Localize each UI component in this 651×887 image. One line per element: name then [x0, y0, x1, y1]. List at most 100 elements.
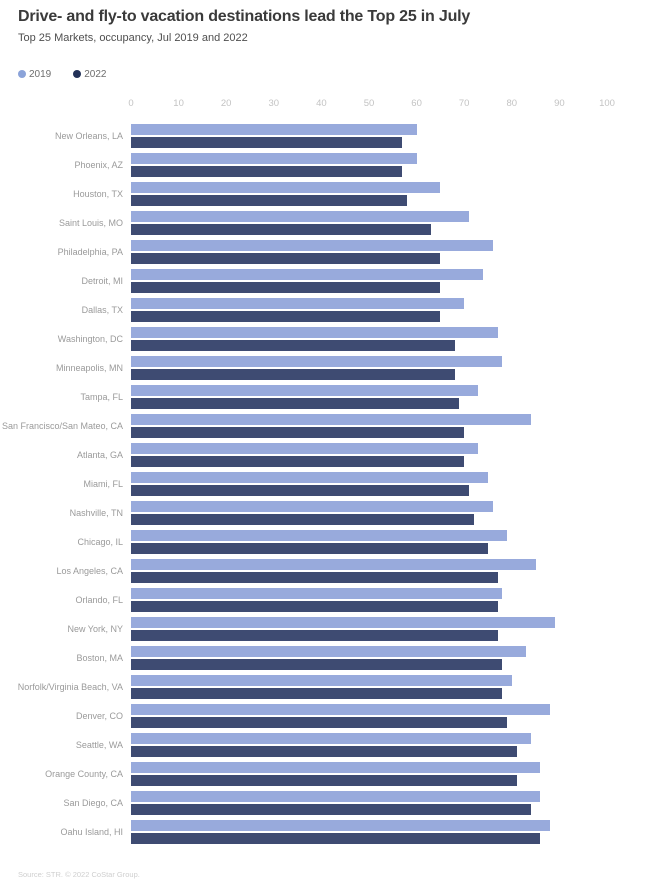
legend: 2019 2022 [18, 68, 651, 80]
market-label: Houston, TX [73, 189, 123, 199]
market-row: Saint Louis, MO [0, 211, 651, 235]
bar-group [131, 182, 607, 206]
bar-group [131, 501, 607, 525]
x-axis-tick: 50 [363, 98, 375, 109]
bar-group [131, 559, 607, 583]
bar-2022 [131, 369, 455, 380]
bar-group [131, 791, 607, 815]
bar-2019 [131, 501, 493, 512]
bar-group [131, 733, 607, 757]
bar-2019 [131, 124, 417, 135]
x-axis-tick: 30 [268, 98, 280, 109]
legend-item-2022: 2022 [73, 68, 107, 80]
bar-group [131, 762, 607, 786]
market-row: Norfolk/Virginia Beach, VA [0, 675, 651, 699]
bar-2022 [131, 775, 517, 786]
market-label: Detroit, MI [81, 276, 123, 286]
x-axis-tick: 0 [128, 98, 134, 109]
bar-group [131, 530, 607, 554]
market-label: San Diego, CA [63, 798, 123, 808]
bar-2022 [131, 601, 498, 612]
market-label: Tampa, FL [80, 392, 123, 402]
market-label: Miami, FL [83, 479, 123, 489]
market-row: Houston, TX [0, 182, 651, 206]
market-row: Phoenix, AZ [0, 153, 651, 177]
bar-2019 [131, 240, 493, 251]
bar-2022 [131, 456, 465, 467]
bar-2022 [131, 514, 474, 525]
bar-2019 [131, 588, 503, 599]
bar-group [131, 414, 607, 438]
market-row: Philadelphia, PA [0, 240, 651, 264]
bar-2022 [131, 804, 531, 815]
page-subtitle: Top 25 Markets, occupancy, Jul 2019 and … [18, 32, 248, 44]
bar-2022 [131, 630, 498, 641]
market-row: Tampa, FL [0, 385, 651, 409]
bar-2019 [131, 733, 531, 744]
bar-2019 [131, 472, 488, 483]
bar-2022 [131, 572, 498, 583]
bar-group [131, 646, 607, 670]
market-label: San Francisco/San Mateo, CA [1, 421, 123, 431]
bar-2019 [131, 704, 550, 715]
market-row: Washington, DC [0, 327, 651, 351]
legend-label: 2019 [29, 68, 52, 80]
market-label: Saint Louis, MO [58, 218, 123, 228]
bar-2022 [131, 166, 403, 177]
bar-group [131, 820, 607, 844]
market-label: New Orleans, LA [54, 131, 123, 141]
x-axis-tick: 60 [411, 98, 422, 109]
market-row: New York, NY [0, 617, 651, 641]
bar-group [131, 385, 607, 409]
bar-2019 [131, 385, 479, 396]
bar-group [131, 588, 607, 612]
market-label: Los Angeles, CA [56, 566, 123, 576]
bar-2022 [131, 717, 508, 728]
bar-group [131, 356, 607, 380]
market-row: Dallas, TX [0, 298, 651, 322]
market-label: New York, NY [67, 624, 123, 634]
x-axis-tick: 80 [506, 98, 518, 109]
market-label: Denver, CO [75, 711, 123, 721]
bar-2019 [131, 762, 541, 773]
market-label: Oahu Island, HI [60, 827, 123, 837]
legend-dot-icon [73, 70, 82, 78]
bar-2022 [131, 282, 441, 293]
market-row: Oahu Island, HI [0, 820, 651, 844]
bar-2019 [131, 791, 541, 802]
source-note: Source: STR. © 2022 CoStar Group. [18, 870, 140, 879]
legend-label: 2022 [84, 68, 107, 80]
market-label: Atlanta, GA [76, 450, 123, 460]
bar-group [131, 443, 607, 467]
bar-group [131, 211, 607, 235]
market-row: Orange County, CA [0, 762, 651, 786]
bar-2022 [131, 833, 541, 844]
legend-dot-icon [18, 70, 26, 78]
market-label: Minneapolis, MN [55, 363, 123, 373]
bar-group [131, 327, 607, 351]
bar-group [131, 617, 607, 641]
market-row: Denver, CO [0, 704, 651, 728]
bar-group [131, 675, 607, 699]
bar-2022 [131, 253, 441, 264]
bar-2022 [131, 224, 431, 235]
bar-2019 [131, 675, 512, 686]
bar-2019 [131, 153, 417, 164]
x-axis-tick: 20 [220, 98, 232, 109]
bar-2019 [131, 211, 469, 222]
bar-group [131, 472, 607, 496]
bar-2022 [131, 427, 465, 438]
bar-2022 [131, 485, 469, 496]
x-axis-tick: 10 [173, 98, 184, 109]
bar-2019 [131, 617, 555, 628]
bar-2019 [131, 327, 498, 338]
market-label: Boston, MA [76, 653, 123, 663]
market-row: Chicago, IL [0, 530, 651, 554]
legend-item-2019: 2019 [18, 69, 51, 80]
market-row: Los Angeles, CA [0, 559, 651, 583]
bar-2019 [131, 530, 508, 541]
bar-group [131, 240, 607, 264]
market-row: New Orleans, LA [0, 124, 651, 148]
x-axis-tick: 90 [554, 98, 565, 109]
